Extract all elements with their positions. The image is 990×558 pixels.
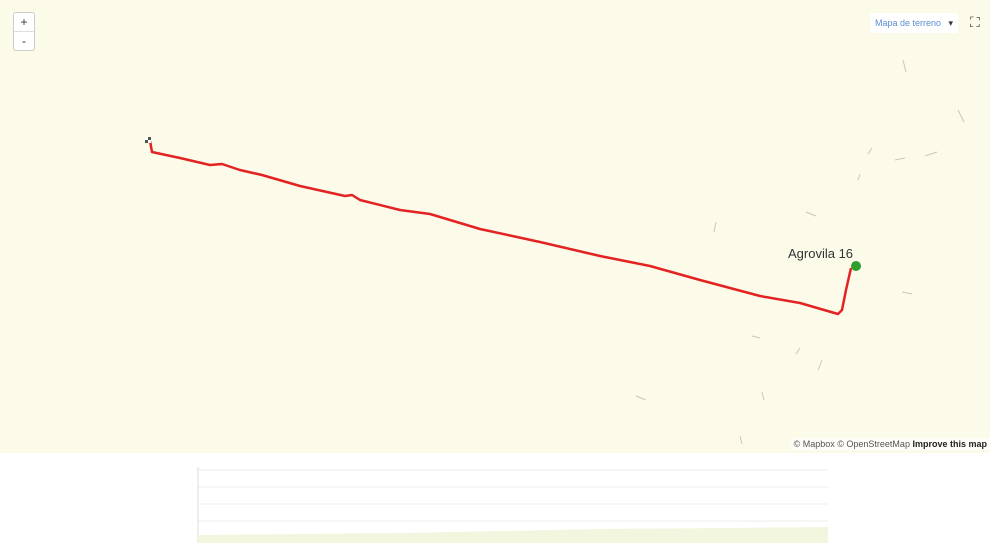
elevation-area [198,527,828,543]
zoom-in[interactable]: + [20,15,28,29]
end-marker [851,261,861,271]
map-features [635,59,965,445]
route [148,140,853,316]
map[interactable]: Agrovila 16 + - Mapa de terreno ⛶ © Mapb… [0,0,990,453]
layer-select[interactable]: Mapa de terreno [870,13,958,33]
attribution: © Mapbox © OpenStreetMap Improve this ma… [790,438,990,450]
fullscreen-button[interactable]: ⛶ [970,14,980,30]
map-canvas: Agrovila 16 [145,59,965,445]
zoom-out[interactable]: - [14,31,34,50]
elevation-chart [197,467,828,543]
start-flag [145,137,151,143]
elevation-grid [198,469,828,539]
improve-link[interactable]: Improve this map [912,439,987,449]
attribution-text: © Mapbox © OpenStreetMap [793,439,910,449]
place-label: Agrovila 16 [788,246,853,261]
zoom-control: + - [13,12,35,51]
